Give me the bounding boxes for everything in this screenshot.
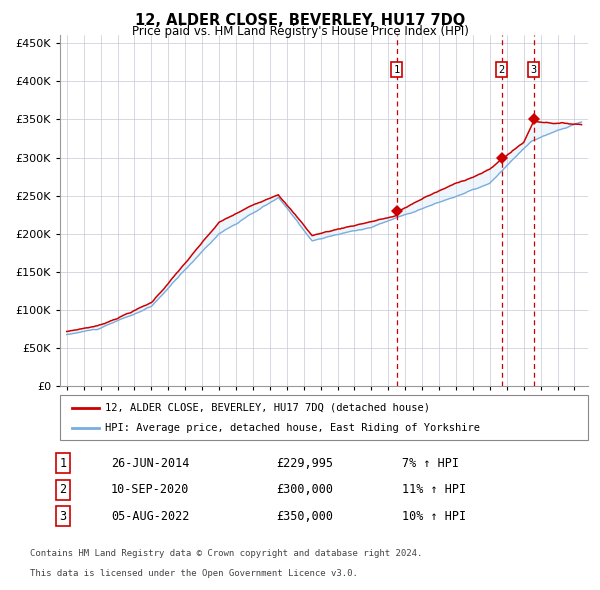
Text: 1: 1 — [59, 457, 67, 470]
Text: HPI: Average price, detached house, East Riding of Yorkshire: HPI: Average price, detached house, East… — [105, 424, 480, 434]
Text: 1: 1 — [394, 65, 400, 75]
Text: £300,000: £300,000 — [276, 483, 333, 496]
Text: £229,995: £229,995 — [276, 457, 333, 470]
Text: 10-SEP-2020: 10-SEP-2020 — [111, 483, 190, 496]
Text: 2: 2 — [59, 483, 67, 496]
Text: 7% ↑ HPI: 7% ↑ HPI — [402, 457, 459, 470]
Text: 10% ↑ HPI: 10% ↑ HPI — [402, 510, 466, 523]
Text: £350,000: £350,000 — [276, 510, 333, 523]
Text: This data is licensed under the Open Government Licence v3.0.: This data is licensed under the Open Gov… — [30, 569, 358, 578]
Text: 2: 2 — [499, 65, 505, 75]
Text: 3: 3 — [59, 510, 67, 523]
Text: 05-AUG-2022: 05-AUG-2022 — [111, 510, 190, 523]
Text: Price paid vs. HM Land Registry's House Price Index (HPI): Price paid vs. HM Land Registry's House … — [131, 25, 469, 38]
Text: 26-JUN-2014: 26-JUN-2014 — [111, 457, 190, 470]
Text: 12, ALDER CLOSE, BEVERLEY, HU17 7DQ (detached house): 12, ALDER CLOSE, BEVERLEY, HU17 7DQ (det… — [105, 403, 430, 412]
Text: 3: 3 — [530, 65, 537, 75]
Text: 12, ALDER CLOSE, BEVERLEY, HU17 7DQ: 12, ALDER CLOSE, BEVERLEY, HU17 7DQ — [135, 13, 465, 28]
Text: 11% ↑ HPI: 11% ↑ HPI — [402, 483, 466, 496]
Text: Contains HM Land Registry data © Crown copyright and database right 2024.: Contains HM Land Registry data © Crown c… — [30, 549, 422, 558]
